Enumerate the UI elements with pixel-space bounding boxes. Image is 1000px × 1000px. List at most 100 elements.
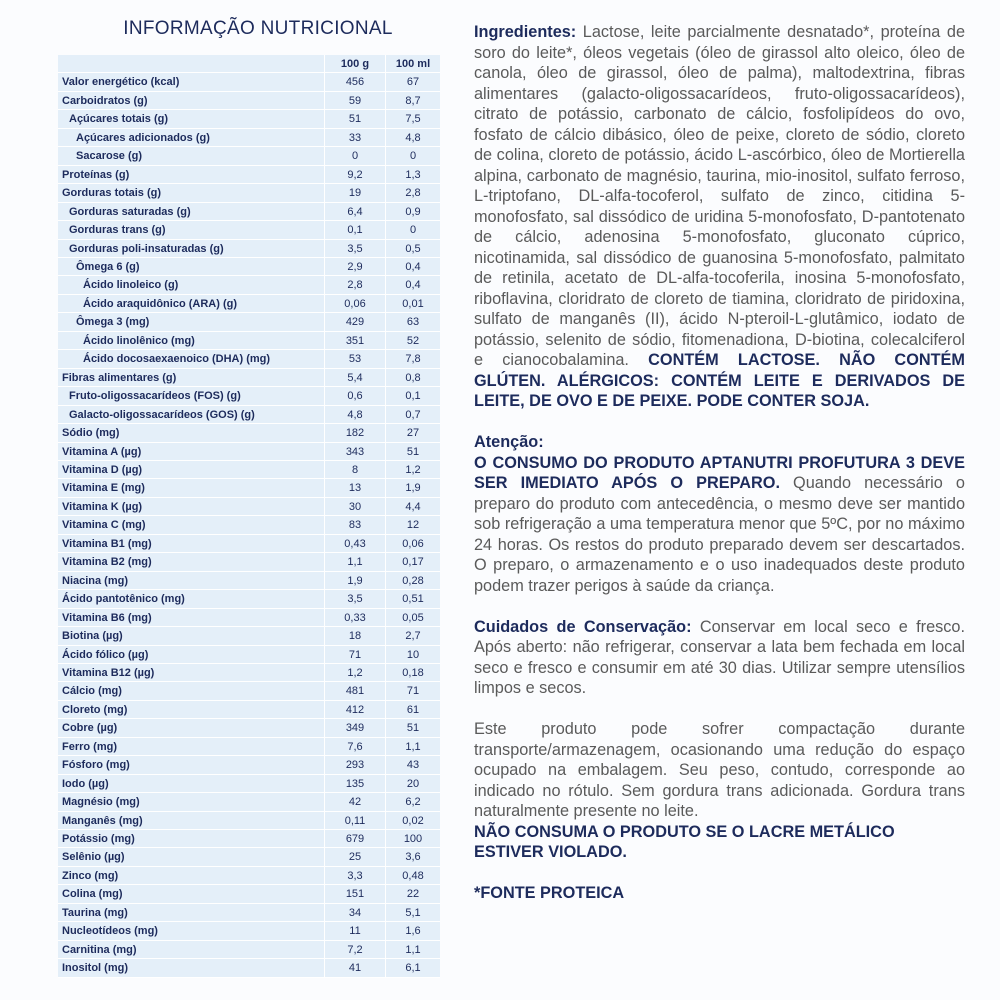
- value-100g: 0,43: [325, 534, 386, 553]
- value-100ml: 1,6: [405, 925, 421, 938]
- nutrient-label: Cloreto (mg): [58, 700, 325, 719]
- value-100g: 6,4: [325, 202, 386, 221]
- value-100g: 1,2: [325, 663, 386, 682]
- value-100g: 71: [325, 645, 386, 663]
- table-row: Taurina (mg) 34 5,1: [58, 903, 440, 923]
- value-100g: 182: [325, 424, 386, 442]
- bold-text: O CONSUMO DO PRODUTO APTANUTRI PROFUTURA…: [474, 453, 965, 493]
- nutrient-label: Manganês (mg): [58, 811, 325, 830]
- nutrient-label: Valor energético (kcal): [58, 73, 325, 91]
- value-100ml: 51: [406, 445, 420, 458]
- table-row: Valor energético (kcal) 456 67: [58, 73, 440, 92]
- nutrient-label: Vitamina B12 (µg): [58, 663, 325, 682]
- table-row: Gorduras trans (g) 0,1 0: [58, 221, 440, 240]
- table-row: Ômega 6 (g) 2,9 0,4: [58, 257, 440, 277]
- value-100ml: 52: [406, 334, 420, 347]
- value-100ml: 2,7: [405, 630, 421, 643]
- table-row: Ácido linolênico (mg) 351 52: [58, 331, 440, 351]
- table-row: Ômega 3 (mg) 429 63: [58, 313, 440, 332]
- value-100ml: 0,5: [405, 242, 421, 255]
- value-100g: 9,2: [325, 165, 386, 184]
- value-100ml: 27: [406, 427, 420, 440]
- nutrient-label: Ômega 3 (mg): [58, 313, 325, 331]
- table-row: Cloreto (mg) 412 61: [58, 700, 440, 720]
- header-label: [58, 55, 325, 73]
- table-row: Galacto-oligossacarídeos (GOS) (g) 4,8 0,7: [58, 405, 440, 425]
- value-100ml: 0,4: [405, 279, 421, 292]
- value-100g: 59: [325, 91, 386, 110]
- table-row: Ácido docosaexaenoico (DHA) (mg) 53 7,8: [58, 350, 440, 369]
- table-row: Iodo (µg) 135 20: [58, 774, 440, 794]
- table-row: Inositol (mg) 41 6,1: [58, 959, 440, 978]
- nutrient-label: Carboidratos (g): [58, 91, 325, 110]
- value-100g: 25: [325, 848, 386, 866]
- value-100ml: 71: [406, 685, 420, 698]
- nutrient-label: Zinco (mg): [58, 866, 325, 885]
- table-row: Cálcio (mg) 481 71: [58, 682, 440, 701]
- value-100g: 351: [325, 331, 386, 350]
- value-100g: 343: [325, 442, 386, 460]
- nutrient-label: Carnitina (mg): [58, 940, 325, 959]
- table-row: Vitamina K (µg) 30 4,4: [58, 497, 440, 517]
- nutrient-label: Proteínas (g): [58, 165, 325, 184]
- value-100ml: 0,4: [405, 260, 421, 273]
- value-100ml: 0,48: [402, 869, 424, 882]
- value-100ml: 61: [406, 703, 420, 716]
- value-100ml: 0,18: [402, 666, 424, 679]
- nutrient-label: Cálcio (mg): [58, 682, 325, 700]
- value-100g: 7,2: [325, 940, 386, 959]
- nutrient-label: Ômega 6 (g): [58, 257, 325, 276]
- value-100ml: 4,8: [405, 131, 421, 144]
- value-100g: 3,5: [325, 239, 386, 257]
- nutrient-label: Vitamina D (µg): [58, 460, 325, 479]
- table-row: Ácido pantotênico (mg) 3,5 0,51: [58, 590, 440, 609]
- value-100ml: 1,3: [405, 168, 421, 181]
- table-row: Fibras alimentares (g) 5,4 0,8: [58, 368, 440, 388]
- value-100g: 1,9: [325, 571, 386, 590]
- value-100ml: 0,05: [402, 611, 424, 624]
- value-100ml: 7,5: [405, 113, 421, 126]
- value-100ml: 0,8: [405, 371, 421, 384]
- value-100ml: 0,7: [405, 408, 421, 421]
- table-row: Manganês (mg) 0,11 0,02: [58, 811, 440, 831]
- table-row: Proteínas (g) 9,2 1,3: [58, 165, 440, 185]
- attention-paragraph: Atenção: O CONSUMO DO PRODUTO APTANUTRI P…: [474, 432, 965, 596]
- value-100ml: 1,9: [405, 482, 421, 495]
- table-row: Ácido fólico (µg) 71 10: [58, 645, 440, 664]
- nutrient-label: Ácido linolênico (mg): [58, 331, 325, 350]
- table-row: Fruto-oligossacarídeos (FOS) (g) 0,6 0,1: [58, 387, 440, 406]
- value-100ml: 12: [406, 519, 420, 532]
- nutrient-label: Vitamina B6 (mg): [58, 608, 325, 627]
- value-100ml: 67: [406, 76, 420, 89]
- value-100g: 0: [325, 147, 386, 165]
- nutrient-label: Selênio (µg): [58, 848, 325, 866]
- value-100ml: 0,9: [405, 205, 421, 218]
- nutrient-label: Fruto-oligossacarídeos (FOS) (g): [58, 387, 325, 405]
- value-100g: 456: [325, 73, 386, 91]
- table-row: Carboidratos (g) 59 8,7: [58, 91, 440, 111]
- table-row: Zinco (mg) 3,3 0,48: [58, 866, 440, 886]
- nutrient-label: Açúcares adicionados (g): [58, 128, 325, 147]
- nutrient-label: Vitamina C (mg): [58, 516, 325, 534]
- table-row: Nucleotídeos (mg) 11 1,6: [58, 922, 440, 941]
- value-100ml: 63: [406, 316, 420, 329]
- value-100ml: 43: [406, 759, 420, 772]
- table-row: Vitamina D (µg) 8 1,2: [58, 460, 440, 480]
- header-100ml: 100 ml: [395, 58, 431, 70]
- value-100g: 30: [325, 497, 386, 516]
- value-100ml: 22: [406, 888, 420, 901]
- nutrient-label: Açúcares totais (g): [58, 110, 325, 128]
- value-100g: 41: [325, 959, 386, 977]
- nutrient-label: Colina (mg): [58, 885, 325, 903]
- table-row: Açúcares totais (g) 51 7,5: [58, 110, 440, 129]
- bold-text: Cuidados de Conservação:: [474, 617, 692, 636]
- nutrient-label: Vitamina K (µg): [58, 497, 325, 516]
- value-100g: 429: [325, 313, 386, 331]
- table-row: Sacarose (g) 0 0: [58, 147, 440, 166]
- value-100g: 293: [325, 756, 386, 774]
- nutrient-label: Magnésio (mg): [58, 793, 325, 811]
- value-100g: 135: [325, 774, 386, 793]
- value-100ml: 0,01: [402, 297, 424, 310]
- protein-source-note: *FONTE PROTEICA: [474, 883, 965, 904]
- value-100ml: 5,1: [405, 906, 421, 919]
